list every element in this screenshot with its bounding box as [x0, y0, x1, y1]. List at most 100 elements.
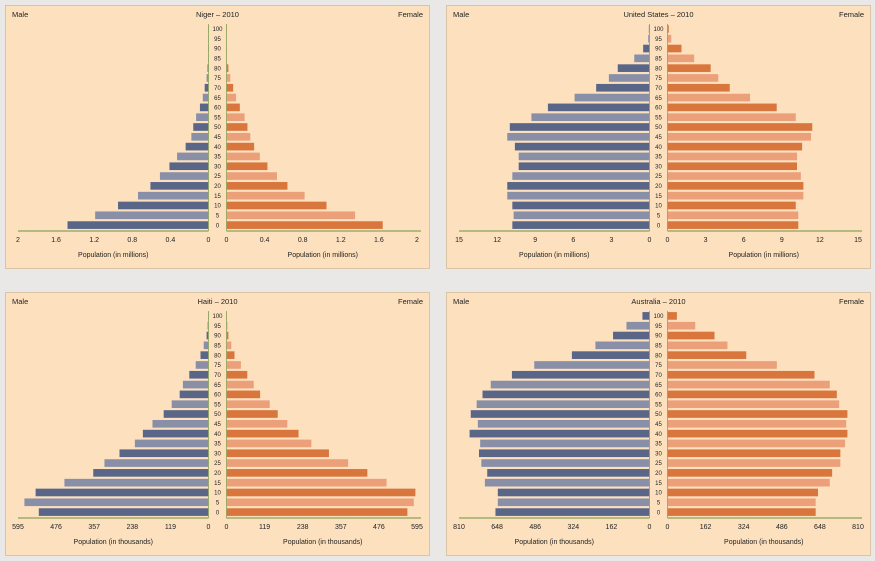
- male-bar: [608, 74, 650, 82]
- female-bar: [226, 400, 270, 409]
- age-label: 80: [214, 353, 221, 359]
- female-bar: [667, 478, 830, 487]
- x-axis-label-male: Population (in millions): [519, 252, 589, 259]
- female-bar: [667, 152, 798, 161]
- tick-label: 0.4: [260, 237, 270, 244]
- male-bar: [93, 469, 209, 477]
- male-bar: [518, 152, 650, 161]
- tick-label: 0: [207, 524, 211, 531]
- male-bar: [182, 380, 209, 389]
- tick-label: 357: [88, 524, 100, 531]
- age-label: 35: [655, 155, 662, 161]
- age-label: 5: [216, 500, 220, 506]
- female-bar: [226, 478, 387, 487]
- male-bar: [119, 449, 209, 458]
- tick-label: 810: [453, 524, 465, 531]
- female-bar: [226, 410, 278, 418]
- tick-label: 6: [571, 237, 575, 244]
- female-bar: [667, 370, 815, 379]
- tick-label: 119: [165, 524, 176, 531]
- male-bar: [177, 152, 209, 161]
- age-label: 15: [214, 481, 221, 487]
- tick-label: 15: [455, 237, 463, 244]
- tick-label: 0: [225, 524, 229, 531]
- female-bar: [667, 439, 846, 448]
- female-bar: [226, 370, 248, 379]
- female-bar: [226, 380, 254, 389]
- age-label: 70: [214, 86, 221, 92]
- tick-label: 15: [854, 237, 862, 244]
- female-bar: [226, 321, 228, 330]
- pyramid-panel-3: Male Haiti – 2010 Female 0 5 10 15 20 25 30 35 40 45…: [5, 292, 430, 556]
- age-label: 10: [655, 204, 662, 210]
- age-label: 55: [214, 115, 221, 121]
- tick-label: 0.4: [166, 237, 176, 244]
- female-bar: [226, 221, 383, 229]
- tick-label: 162: [700, 524, 712, 531]
- age-label: 10: [214, 204, 221, 210]
- male-bar: [512, 201, 650, 210]
- male-header: Male: [12, 297, 28, 306]
- female-bar: [226, 341, 232, 350]
- tick-label: 476: [50, 524, 62, 531]
- male-bar: [204, 83, 209, 92]
- age-label: 25: [655, 461, 662, 467]
- age-label: 90: [655, 47, 662, 53]
- male-bar: [617, 64, 650, 72]
- x-axis-label-female: Population (in millions): [288, 252, 358, 259]
- age-label: 85: [655, 344, 662, 350]
- male-bar: [512, 172, 650, 180]
- tick-label: 0: [648, 524, 652, 531]
- tick-label: 324: [567, 524, 579, 531]
- tick-label: 486: [776, 524, 788, 531]
- age-label: 65: [214, 96, 221, 102]
- female-bar: [226, 419, 288, 428]
- pyramid-chart-2: Male United States – 2010 Female 0 5 10 15 20 25…: [453, 10, 864, 259]
- female-bar: [226, 211, 356, 220]
- female-bar: [226, 152, 260, 161]
- female-bar: [226, 508, 408, 516]
- female-bar: [226, 469, 368, 477]
- female-bar: [667, 469, 833, 477]
- female-bar: [226, 132, 251, 141]
- male-bar: [531, 113, 650, 122]
- female-bar: [667, 508, 816, 516]
- female-bar: [667, 191, 804, 200]
- age-label: 75: [214, 76, 221, 82]
- age-label: 65: [214, 383, 221, 389]
- male-bar: [206, 74, 209, 82]
- male-bar: [480, 439, 650, 448]
- male-header: Male: [453, 10, 469, 19]
- age-label: 45: [655, 422, 662, 428]
- female-bar: [667, 162, 798, 171]
- male-bar: [169, 162, 209, 171]
- age-label: 60: [214, 106, 221, 112]
- female-bar: [667, 221, 799, 229]
- male-bar: [200, 351, 209, 359]
- female-bar: [667, 74, 719, 82]
- age-label: 20: [655, 184, 662, 190]
- female-bar: [226, 201, 327, 210]
- age-label: 0: [216, 510, 220, 516]
- male-bar: [206, 331, 209, 340]
- chart-title: Haiti – 2010: [197, 297, 237, 306]
- pyramid-panel-1: Male Niger – 2010 Female 0 5 10 15 20 25 30 35 40 45…: [5, 5, 430, 269]
- age-label: 35: [214, 155, 221, 161]
- male-bar: [547, 103, 650, 112]
- age-label: 30: [214, 451, 221, 457]
- tick-label: 0: [648, 237, 652, 244]
- female-bar: [226, 83, 234, 92]
- male-bar: [518, 162, 650, 171]
- female-bar: [226, 142, 255, 151]
- male-bar: [150, 182, 209, 190]
- female-bar: [226, 459, 349, 467]
- male-bar: [469, 429, 650, 438]
- male-bar: [179, 390, 209, 399]
- age-label: 55: [214, 402, 221, 408]
- male-bar: [497, 488, 650, 497]
- tick-label: 1.2: [89, 237, 99, 244]
- tick-label: 648: [491, 524, 503, 531]
- tick-label: 595: [12, 524, 24, 531]
- male-bar: [207, 64, 209, 72]
- male-bar: [509, 123, 650, 131]
